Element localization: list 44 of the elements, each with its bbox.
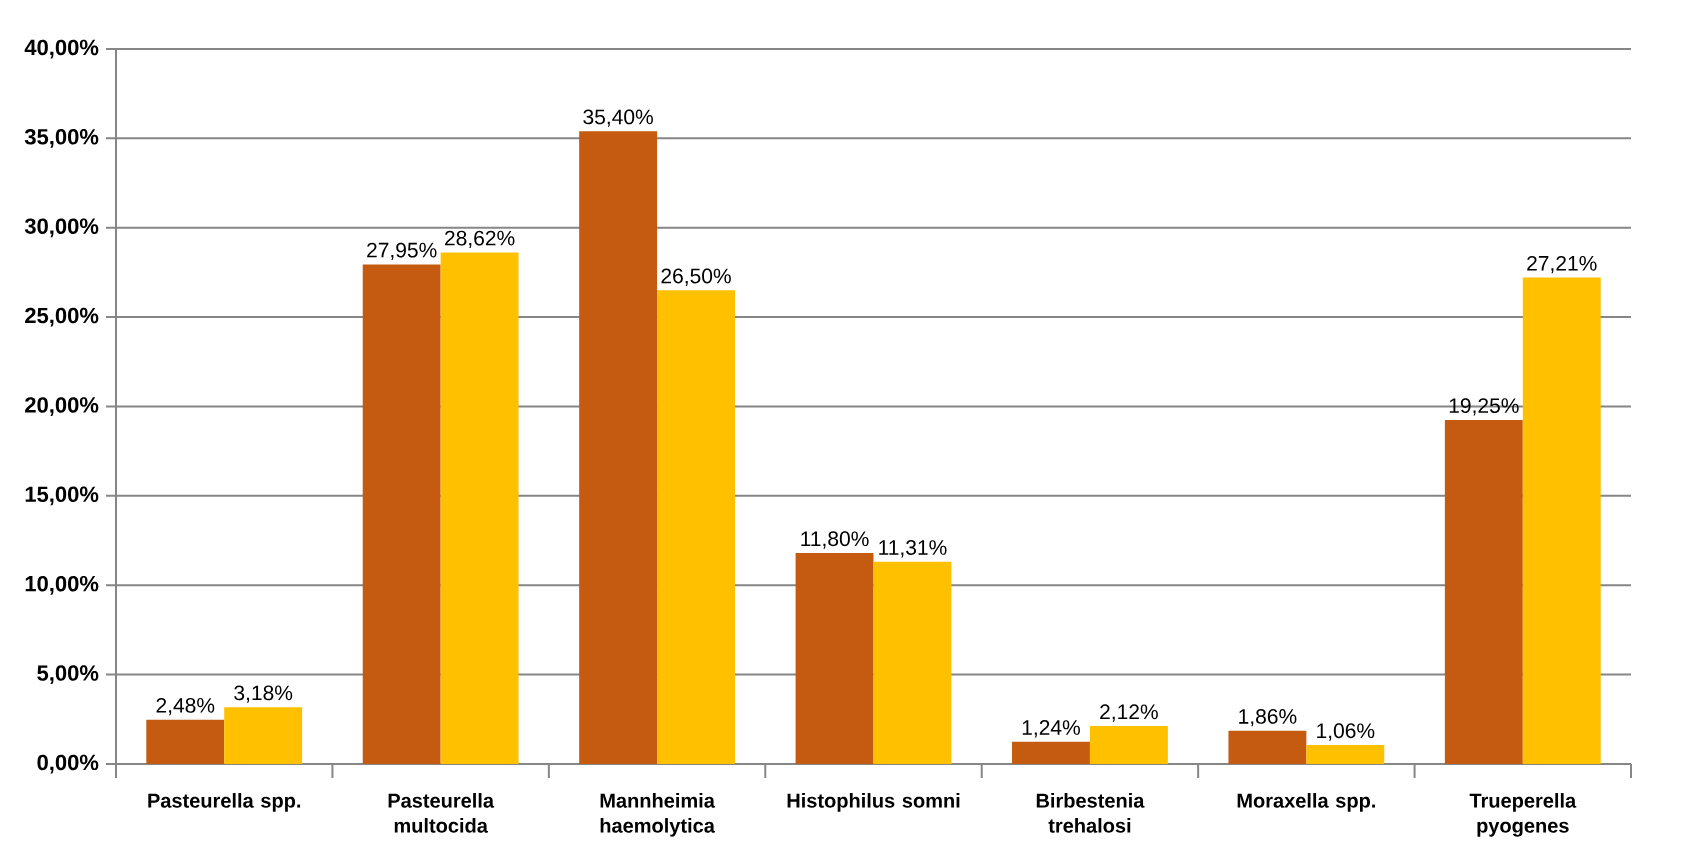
y-tick-label: 30,00% — [24, 218, 99, 238]
x-tick-label: Moraxella spp. — [1237, 793, 1375, 812]
y-tick-label: 35,00% — [24, 129, 99, 148]
y-tick-label: 25,00% — [25, 307, 99, 327]
data-label: 2,12% — [1100, 704, 1158, 722]
data-label: 11,31% — [879, 540, 947, 558]
data-label: 1,06% — [1317, 723, 1375, 741]
y-tick-label: 5,00% — [37, 665, 99, 685]
y-tick-label: 40,00% — [24, 39, 99, 59]
bar — [873, 561, 952, 764]
y-tick-label: 20,00% — [25, 397, 99, 416]
data-label: 26,50% — [661, 268, 731, 286]
data-label: 2,48% — [156, 697, 215, 716]
bar — [657, 290, 735, 764]
bar — [224, 707, 303, 764]
bar — [795, 553, 874, 764]
bar — [1089, 726, 1168, 764]
bar — [579, 131, 658, 764]
y-tick-label: 10,00% — [25, 575, 99, 595]
y-tick-label: 0,00% — [37, 754, 99, 774]
bar — [440, 252, 519, 764]
x-tick-label: Histophilus somni — [787, 793, 960, 812]
data-label: 11,80% — [801, 531, 869, 549]
data-label: 19,25% — [1449, 398, 1519, 416]
bar — [1444, 419, 1523, 764]
bar — [1012, 741, 1090, 764]
bar — [362, 264, 441, 764]
bar — [1228, 730, 1307, 764]
data-label: 1,86% — [1239, 709, 1297, 727]
data-label: 35,40% — [583, 109, 653, 127]
data-label: 1,24% — [1022, 720, 1080, 738]
x-tick-label: Mannheimia haemolytica — [600, 793, 716, 837]
x-tick-label: Pasteurella spp. — [148, 793, 301, 812]
x-tick-label: Birbestenia trehalosi — [1036, 793, 1145, 833]
data-label: 27,95% — [367, 242, 437, 260]
x-tick-label: Pasteurella multocida — [388, 793, 495, 833]
data-label: 28,62% — [445, 230, 515, 249]
data-label: 3,18% — [234, 685, 293, 703]
x-tick-label: Trueperella pyogenes — [1469, 793, 1577, 837]
bar — [1522, 277, 1601, 764]
y-tick-label: 15,00% — [25, 486, 99, 506]
bar — [1306, 745, 1385, 764]
data-label: 27,21% — [1527, 255, 1597, 274]
bar — [146, 719, 225, 764]
